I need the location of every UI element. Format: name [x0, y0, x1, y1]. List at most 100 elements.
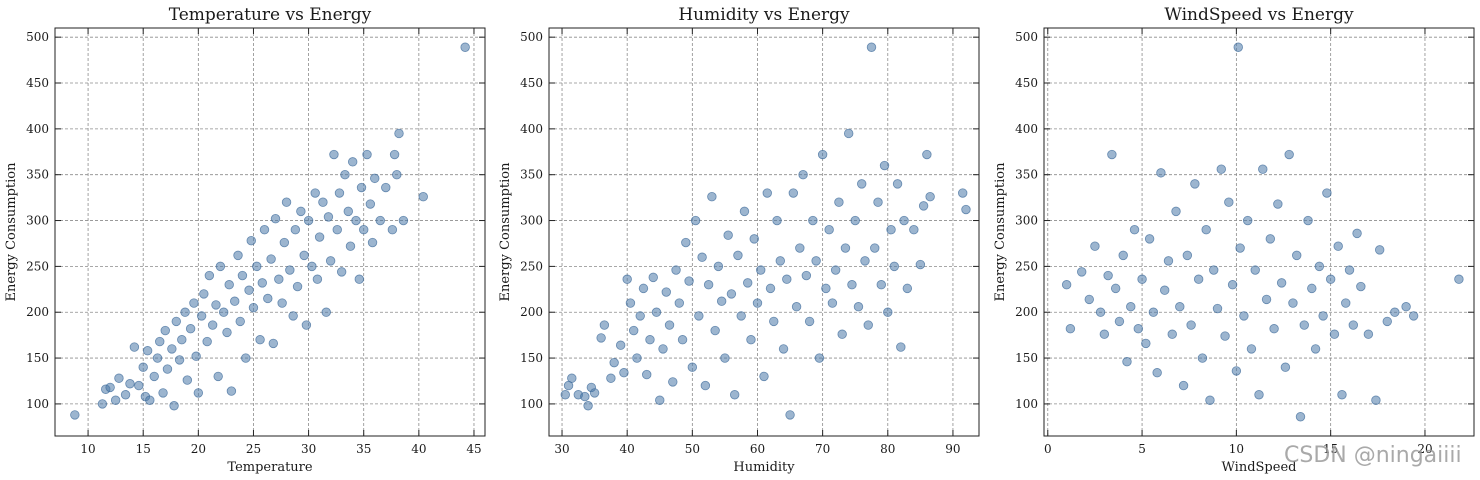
- scatter-point: [1099, 329, 1110, 339]
- y-tick-label: 400: [26, 122, 49, 136]
- scatter-point: [213, 371, 223, 382]
- scatter-point: [703, 280, 714, 290]
- scatter-point: [301, 320, 312, 330]
- scatter-point: [252, 261, 262, 272]
- scatter-point: [762, 188, 772, 198]
- x-tick-label: 0: [1044, 442, 1052, 456]
- scatter-point: [334, 188, 345, 198]
- scatter-point: [1333, 241, 1343, 251]
- scatter-point: [1284, 149, 1294, 160]
- scatter-point: [155, 336, 165, 347]
- scatter-point: [418, 192, 428, 202]
- scatter-point: [460, 42, 470, 52]
- scatter-point: [351, 215, 361, 226]
- scatter-point: [230, 296, 240, 306]
- scatter-point: [323, 212, 334, 222]
- scatter-point: [202, 336, 212, 347]
- scatter-point: [1160, 285, 1170, 295]
- scatter-point: [873, 197, 883, 207]
- panel-humidity: 30 40 50 60 70 80 90 100 150 200 250 300 350 400 450 50…: [498, 5, 980, 475]
- scatter-point: [387, 225, 398, 235]
- scatter-point: [134, 380, 144, 391]
- scatter-point: [241, 353, 251, 363]
- scatter-point: [821, 283, 831, 294]
- x-tick-label: 80: [880, 442, 895, 456]
- y-tick-label: 250: [1015, 259, 1038, 273]
- scatter-point: [329, 149, 339, 160]
- scatter-point: [609, 357, 619, 368]
- scatter-point: [237, 270, 248, 281]
- x-tick-label: 40: [620, 442, 635, 456]
- scatter-point: [1133, 324, 1143, 334]
- scatter-point: [1371, 395, 1381, 405]
- x-axis-label: Temperature: [227, 460, 312, 475]
- scatter-point: [713, 261, 724, 272]
- scatter-point: [1356, 281, 1366, 292]
- scatter-point: [1193, 274, 1204, 284]
- scatter-point: [668, 377, 678, 387]
- scatter-point: [785, 410, 795, 420]
- scatter-point: [674, 298, 685, 308]
- scatter-point: [299, 250, 309, 261]
- scatter-point: [599, 320, 610, 330]
- scatter-point: [259, 225, 270, 235]
- scatter-point: [290, 225, 301, 235]
- scatter-point: [801, 270, 812, 281]
- scatter-point: [723, 230, 733, 240]
- scatter-point: [1337, 390, 1347, 400]
- scatter-point: [863, 320, 873, 330]
- scatter-point: [772, 215, 782, 226]
- y-tick-label: 100: [1015, 397, 1038, 411]
- scatter-point: [1197, 353, 1208, 363]
- scatter-point: [909, 225, 919, 235]
- scatter-point: [1303, 215, 1313, 226]
- x-tick-label: 25: [246, 442, 261, 456]
- scatter-point: [255, 335, 265, 345]
- scatter-point: [171, 316, 181, 327]
- x-tick-label: 15: [136, 442, 151, 456]
- scatter-point: [347, 157, 358, 167]
- scatter-point: [392, 169, 402, 180]
- scatter-point: [795, 243, 805, 253]
- scatter-point: [899, 215, 909, 226]
- scatter-point: [596, 333, 606, 343]
- scatter-point: [177, 335, 187, 345]
- axes-frame: [54, 27, 486, 437]
- chart-title: Temperature vs Energy: [169, 5, 372, 25]
- scatter-point: [661, 287, 671, 297]
- y-tick-label: 500: [26, 30, 49, 44]
- scatter-point: [345, 241, 356, 251]
- x-tick-label: 15: [1323, 442, 1338, 456]
- scatter-point: [736, 311, 746, 321]
- scatter-point: [860, 256, 870, 266]
- scatter-point: [671, 265, 681, 275]
- scatter-point: [687, 362, 698, 372]
- scatter-point: [196, 311, 207, 321]
- panel-temperature: 10 15 20 25 30 35 40 45 100 150 200 250 300 350 400 450…: [4, 5, 486, 475]
- x-tick-label: 35: [356, 442, 371, 456]
- y-axis-label: Energy Consumption: [4, 162, 19, 302]
- scatter-point: [710, 325, 720, 336]
- scatter-point: [1299, 320, 1309, 330]
- scatter-point: [1175, 302, 1185, 312]
- x-axis-label: WindSpeed: [1222, 460, 1297, 475]
- scatter-point: [211, 300, 221, 310]
- y-tick-label: 300: [520, 214, 543, 228]
- scatter-point: [1322, 188, 1332, 198]
- scatter-point: [120, 390, 131, 400]
- scatter-point: [1310, 344, 1321, 354]
- scatter-point: [684, 276, 694, 286]
- scatter-point: [1126, 302, 1136, 312]
- scatter-point: [367, 237, 378, 248]
- scatter-point: [167, 344, 177, 354]
- scatter-point: [354, 274, 365, 284]
- scatter-point: [1107, 149, 1117, 160]
- scatter-point: [922, 149, 932, 160]
- scatter-point: [1216, 164, 1226, 174]
- scatter-point: [270, 214, 281, 224]
- axes-frame: [1043, 27, 1475, 437]
- scatter-point: [606, 373, 616, 383]
- scatter-point: [798, 169, 808, 180]
- scatter-point: [1273, 199, 1283, 209]
